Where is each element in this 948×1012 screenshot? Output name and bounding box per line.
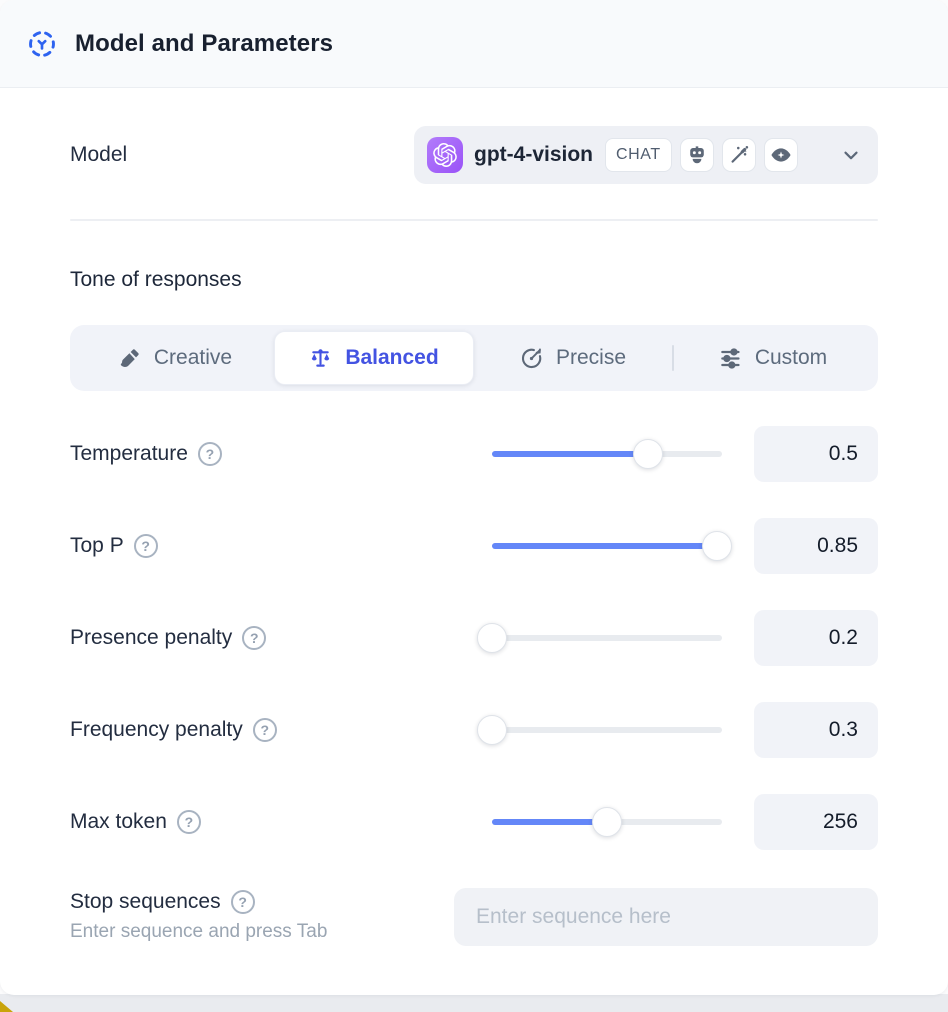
parameter-row-top-p: Top P ? 0.85: [70, 518, 878, 574]
parameter-label: Max token: [70, 810, 167, 833]
model-row: Model gpt-4-vision CHAT: [70, 126, 878, 184]
scales-icon: [309, 347, 332, 370]
slider-thumb[interactable]: [633, 439, 664, 469]
presence-penalty-value[interactable]: 0.2: [754, 610, 878, 666]
panel-title: Model and Parameters: [75, 29, 334, 57]
section-divider: [70, 219, 878, 221]
parameter-label: Presence penalty: [70, 626, 233, 649]
tone-option-label: Balanced: [345, 346, 439, 369]
slider-thumb[interactable]: [592, 807, 622, 837]
tone-option-creative[interactable]: Creative: [76, 331, 274, 385]
max-token-value[interactable]: 256: [754, 794, 878, 850]
tone-option-balanced[interactable]: Balanced: [274, 331, 474, 385]
panel-body: Model gpt-4-vision CHAT: [0, 126, 948, 946]
model-label: Model: [70, 143, 128, 166]
model-select-dropdown[interactable]: gpt-4-vision CHAT: [414, 126, 878, 184]
tone-segmented-control: Creative Balanced: [70, 325, 878, 391]
parameter-label-group: Presence penalty ?: [70, 626, 492, 650]
stop-sequences-hint: Enter sequence and press Tab: [70, 921, 328, 942]
parameter-label: Frequency penalty: [70, 718, 243, 741]
parameter-label-group: Temperature ?: [70, 442, 492, 466]
vision-eye-icon: [763, 138, 798, 172]
slider-thumb[interactable]: [702, 531, 733, 561]
tone-option-label: Precise: [555, 346, 627, 369]
parameter-row-max-token: Max token ? 256: [70, 794, 878, 850]
parameter-label-group: Top P ?: [70, 534, 492, 558]
tone-option-custom[interactable]: Custom: [674, 331, 872, 385]
sliders-icon: [719, 347, 742, 370]
slider-thumb[interactable]: [477, 715, 507, 745]
help-icon[interactable]: ?: [197, 442, 222, 466]
stop-sequences-row: Stop sequences ? Enter sequence and pres…: [70, 888, 878, 946]
max-token-slider[interactable]: [492, 806, 722, 838]
slider-thumb[interactable]: [477, 623, 507, 653]
model-type-badge: CHAT: [605, 138, 672, 172]
model-hub-icon: [26, 28, 58, 60]
parameter-label: Top P: [70, 534, 124, 557]
help-icon[interactable]: ?: [242, 626, 267, 650]
paintbrush-icon: [118, 347, 141, 370]
frequency-penalty-slider[interactable]: [477, 714, 722, 746]
magic-wand-icon: [721, 138, 756, 172]
parameter-label-group: Max token ?: [70, 810, 492, 834]
presence-penalty-slider[interactable]: [477, 622, 722, 654]
chevron-down-icon: [840, 144, 862, 166]
slider-fill: [492, 543, 718, 549]
help-icon[interactable]: ?: [133, 534, 158, 558]
help-icon[interactable]: ?: [176, 810, 201, 834]
help-icon[interactable]: ?: [230, 890, 255, 914]
slider-track[interactable]: [492, 727, 722, 733]
help-icon[interactable]: ?: [252, 718, 277, 742]
stop-sequences-label: Stop sequences: [70, 890, 221, 913]
frequency-penalty-value[interactable]: 0.3: [754, 702, 878, 758]
top-p-slider[interactable]: [492, 530, 733, 562]
slider-fill: [492, 819, 607, 825]
panel-header: Model and Parameters: [0, 0, 948, 88]
stop-sequence-input[interactable]: [454, 888, 878, 946]
slider-track[interactable]: [492, 635, 722, 641]
parameter-label-group: Frequency penalty ?: [70, 718, 492, 742]
temperature-value[interactable]: 0.5: [754, 426, 878, 482]
parameter-row-temperature: Temperature ? 0.5: [70, 426, 878, 482]
slider-fill: [492, 451, 649, 457]
target-icon: [520, 347, 543, 370]
openai-logo-icon: [427, 137, 463, 173]
tone-option-precise[interactable]: Precise: [474, 331, 672, 385]
robot-icon: [679, 138, 714, 172]
stop-sequences-label-group: Stop sequences ? Enter sequence and pres…: [70, 888, 327, 945]
tone-option-label: Creative: [153, 346, 233, 369]
temperature-slider[interactable]: [492, 438, 722, 470]
selected-model-name: gpt-4-vision: [474, 143, 593, 166]
tone-separator: [672, 345, 674, 371]
parameter-row-frequency-penalty: Frequency penalty ? 0.3: [70, 702, 878, 758]
page-background-strip: [0, 994, 948, 1012]
top-p-value[interactable]: 0.85: [754, 518, 878, 574]
tone-option-label: Custom: [754, 346, 828, 369]
tone-heading: Tone of responses: [70, 268, 242, 291]
parameter-row-presence-penalty: Presence penalty ? 0.2: [70, 610, 878, 666]
background-artwork-corner: [0, 1001, 13, 1012]
parameter-label: Temperature: [70, 442, 188, 465]
